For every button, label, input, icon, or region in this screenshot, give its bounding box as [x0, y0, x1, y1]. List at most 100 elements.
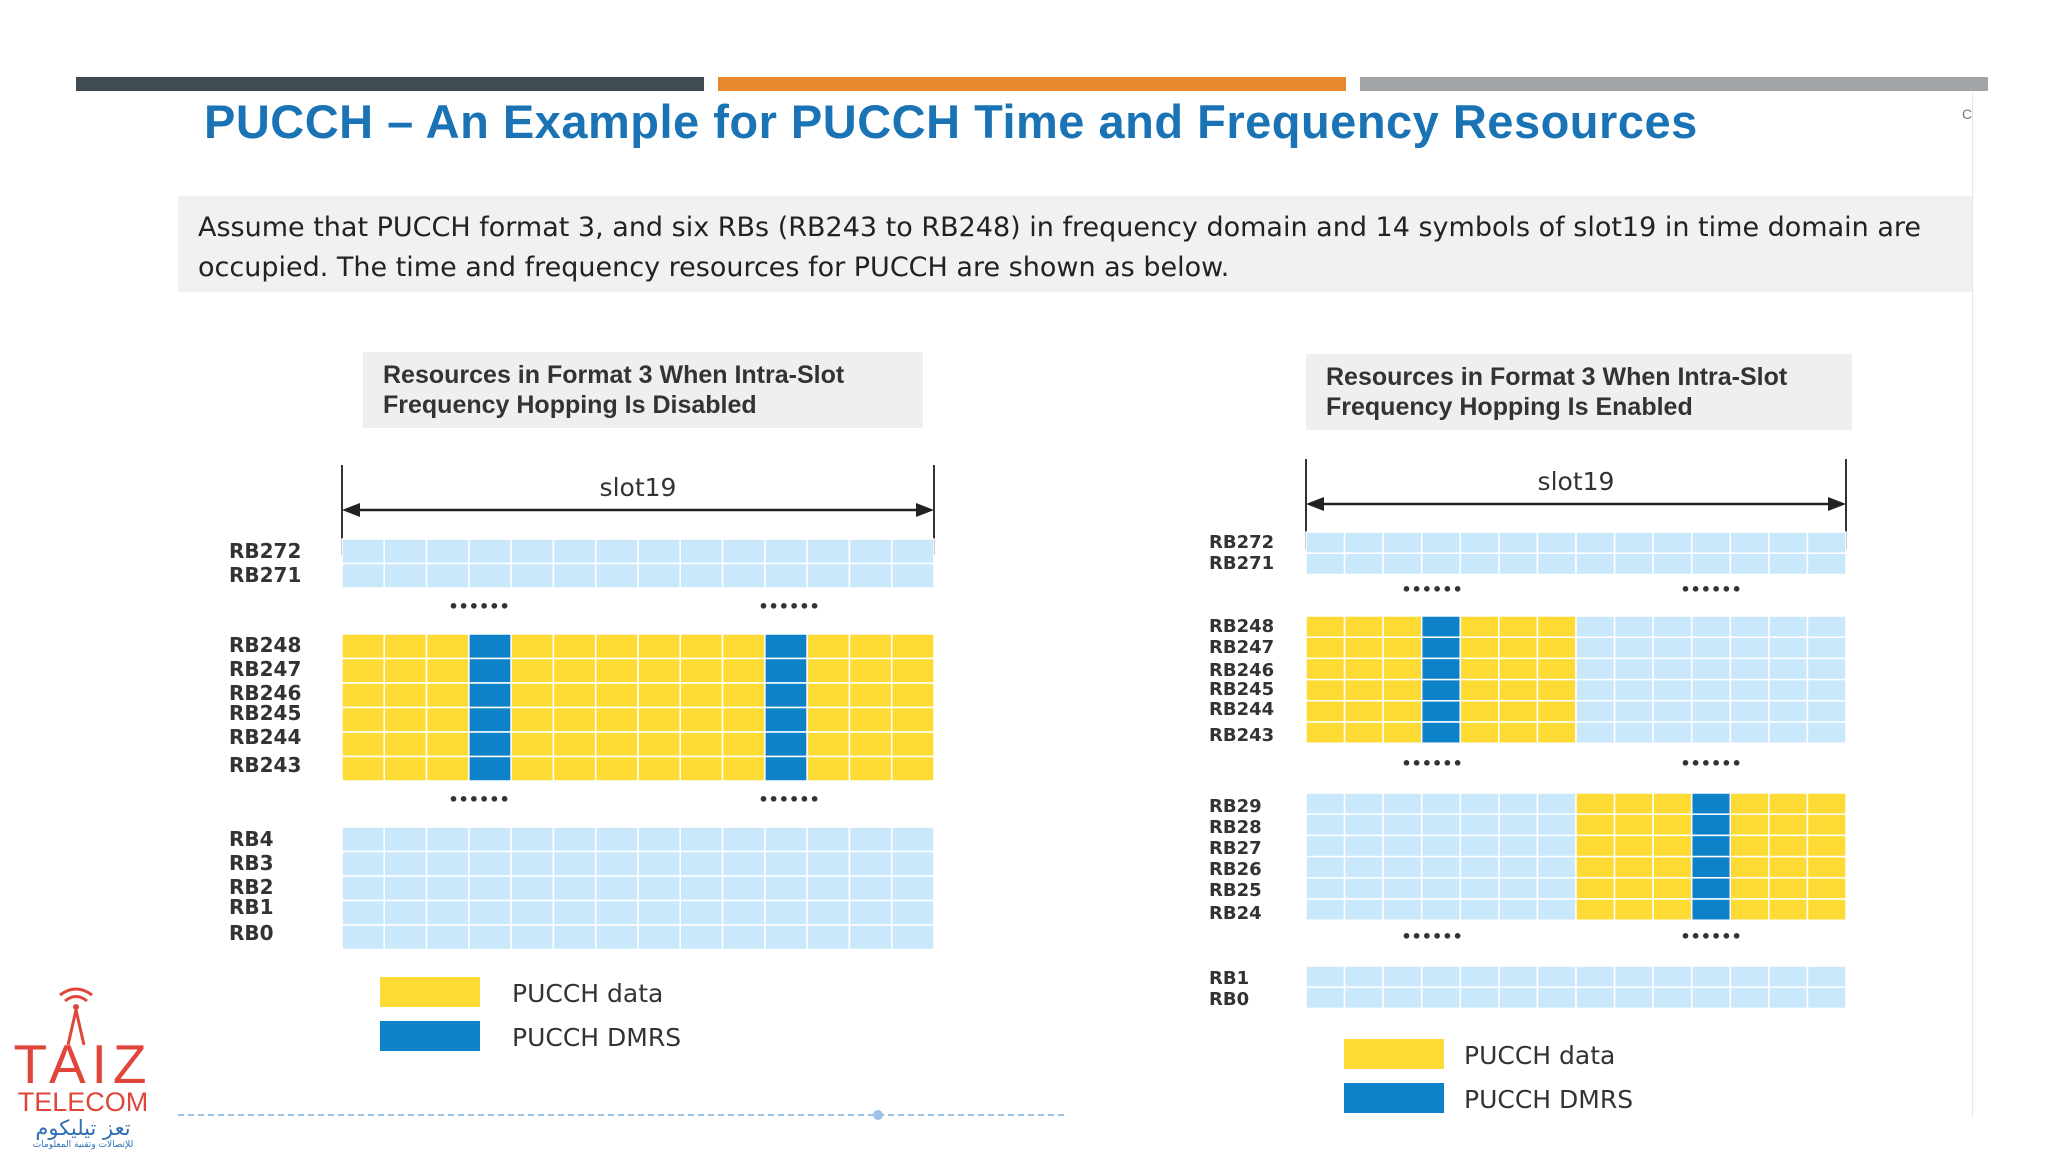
logo-arabic-tagline: للإتصالات وتقنية المعلومات	[32, 1140, 134, 1150]
resource-cell	[1343, 792, 1384, 815]
resource-cell	[1459, 855, 1500, 879]
resource-cell	[1459, 678, 1500, 702]
resource-cell	[890, 899, 935, 926]
resource-cell	[1498, 855, 1539, 879]
resource-cell	[1382, 792, 1423, 815]
rb-label: RB246	[229, 681, 301, 705]
resource-cell	[1498, 700, 1539, 723]
ellipsis-dots: ••••••	[1401, 580, 1462, 599]
resource-cell	[1690, 965, 1732, 988]
resource-cell	[1459, 877, 1500, 900]
ellipsis-dots: ••••••	[1680, 927, 1741, 946]
resource-cell	[1420, 721, 1462, 744]
resource-cell	[1768, 877, 1809, 900]
resource-cell	[1652, 657, 1693, 681]
resource-cell	[1575, 531, 1616, 554]
resource-cell	[1690, 792, 1732, 815]
resource-cell	[1305, 531, 1346, 554]
resource-cell	[1729, 986, 1770, 1010]
resource-cell	[425, 875, 470, 902]
resource-cell	[1382, 986, 1423, 1010]
resource-cell	[1575, 657, 1616, 681]
resource-cell	[1536, 615, 1577, 638]
resource-cell	[1613, 700, 1654, 723]
resource-cell	[1690, 855, 1732, 879]
resource-cell	[1806, 834, 1847, 858]
rb-label: RB2	[229, 875, 274, 899]
resource-cell	[764, 924, 808, 951]
resource-cell	[1652, 636, 1693, 660]
resource-cell	[679, 850, 724, 877]
resource-cell	[425, 731, 470, 758]
resource-cell	[1498, 552, 1539, 576]
slot-arrow-left-head	[342, 503, 360, 517]
resource-cell	[1459, 615, 1500, 638]
resource-cell	[1806, 898, 1847, 921]
resource-cell	[1305, 721, 1346, 744]
resource-cell	[1536, 813, 1577, 837]
ellipsis-dots: ••••••	[1680, 754, 1741, 773]
taiz-telecom-logo: TAIZ TELECOM تعز تيليكوم للإتصالات وتقني…	[8, 985, 158, 1150]
resource-cell	[1729, 678, 1770, 702]
resource-cell	[1382, 965, 1423, 988]
resource-cell	[1806, 792, 1847, 815]
rb-label: RB245	[1209, 679, 1274, 700]
rb-label: RB4	[229, 827, 274, 851]
resource-cell	[1652, 615, 1693, 638]
resource-cell	[1343, 531, 1384, 554]
resource-cell	[1536, 636, 1577, 660]
resource-cell	[1729, 657, 1770, 681]
resource-cell	[1536, 721, 1577, 744]
resource-cell	[1806, 678, 1847, 702]
legend-swatch-dmrs	[1344, 1083, 1444, 1113]
slide-title: PUCCH – An Example for PUCCH Time and Fr…	[204, 95, 1698, 148]
resource-cell	[341, 562, 386, 589]
resource-cell	[1343, 615, 1384, 638]
resource-cell	[1536, 898, 1577, 921]
resource-cell	[1343, 678, 1384, 702]
resource-cell	[1690, 657, 1732, 681]
resource-cell	[1536, 678, 1577, 702]
rb-label: RB272	[229, 539, 301, 563]
resource-cell	[1382, 834, 1423, 858]
resource-cell	[806, 924, 851, 951]
resource-cell	[1305, 813, 1346, 837]
resource-cell	[1729, 834, 1770, 858]
resource-cell	[594, 850, 639, 877]
resource-cell	[468, 850, 512, 877]
resource-cell	[1459, 657, 1500, 681]
resource-cell	[1652, 531, 1693, 554]
resource-cell	[468, 899, 512, 926]
resource-cell	[1420, 636, 1462, 660]
resource-cell	[1305, 986, 1346, 1010]
resource-cell	[1343, 813, 1384, 837]
resource-cell	[594, 562, 639, 589]
rb-label: RB245	[229, 701, 301, 725]
resource-cell	[1806, 855, 1847, 879]
resource-cell	[1729, 552, 1770, 576]
resource-cell	[890, 633, 935, 660]
resource-cell	[1806, 615, 1847, 638]
resource-cell	[890, 562, 935, 589]
resource-cell	[1575, 986, 1616, 1010]
resource-cell	[1768, 721, 1809, 744]
resource-cell	[1382, 636, 1423, 660]
resource-cell	[764, 899, 808, 926]
slot-label: slot19	[1538, 467, 1615, 496]
resource-cell	[1575, 898, 1616, 921]
resource-cell	[1690, 678, 1732, 702]
resource-cell	[468, 706, 512, 733]
resource-cell	[1690, 552, 1732, 576]
antenna-icon	[59, 987, 93, 1045]
ellipsis-dots: ••••••	[1680, 580, 1741, 599]
intro-box: Assume that PUCCH format 3, and six RBs …	[178, 196, 1972, 292]
resource-cell	[806, 682, 851, 709]
resource-cell	[425, 706, 470, 733]
rb-label: RB243	[229, 753, 301, 777]
resource-cell	[890, 731, 935, 758]
resource-cell	[1498, 813, 1539, 837]
resource-cell	[552, 633, 597, 660]
resource-cell	[1729, 898, 1770, 921]
resource-cell	[1420, 615, 1462, 638]
resource-cell	[1536, 792, 1577, 815]
